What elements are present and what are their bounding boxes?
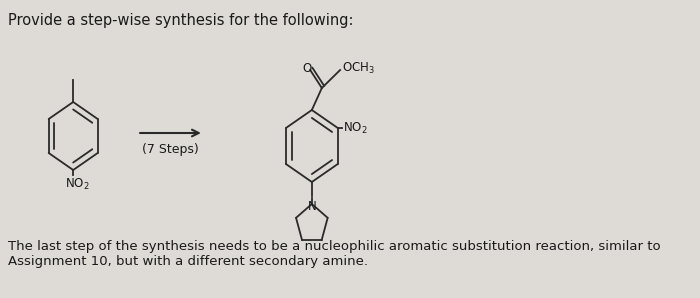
Text: The last step of the synthesis needs to be a nucleophilic aromatic substitution : The last step of the synthesis needs to …: [8, 240, 661, 253]
Text: O: O: [302, 61, 312, 74]
Text: OCH$_3$: OCH$_3$: [342, 60, 374, 76]
Text: (7 Steps): (7 Steps): [142, 143, 199, 156]
Text: N: N: [308, 200, 316, 213]
Text: Assignment 10, but with a different secondary amine.: Assignment 10, but with a different seco…: [8, 255, 368, 268]
Text: NO$_2$: NO$_2$: [343, 120, 368, 136]
Text: Provide a step-wise synthesis for the following:: Provide a step-wise synthesis for the fo…: [8, 13, 354, 28]
Text: NO$_2$: NO$_2$: [65, 177, 90, 192]
